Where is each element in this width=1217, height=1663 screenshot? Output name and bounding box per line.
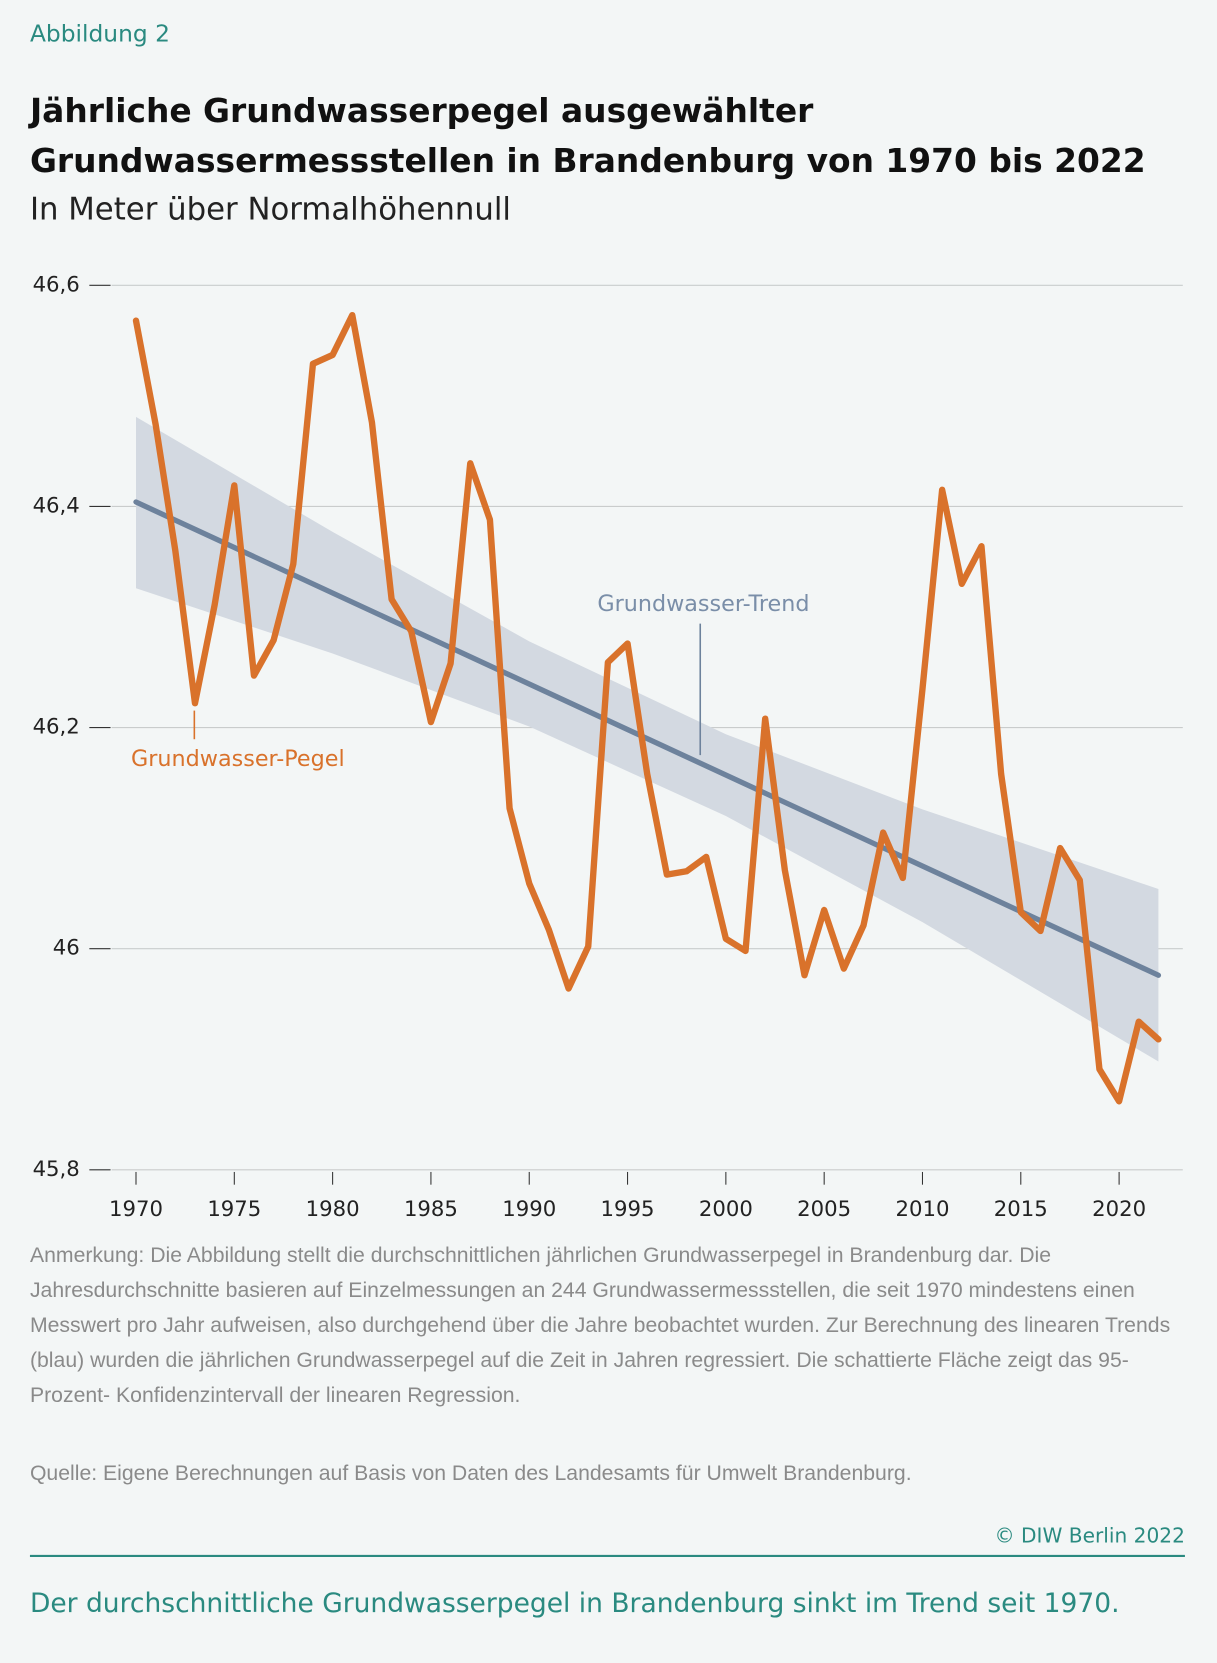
y-tick-label: 46,6 bbox=[33, 272, 80, 297]
data-line bbox=[132, 311, 1162, 1105]
y-tick-label: 45,8 bbox=[33, 1157, 80, 1182]
x-tick-label: 2020 bbox=[1092, 1197, 1146, 1222]
x-tick-label: 1995 bbox=[601, 1197, 655, 1222]
x-tick-label: 1970 bbox=[109, 1197, 163, 1222]
y-tick-label: 46,2 bbox=[33, 715, 80, 740]
x-tick-label: 1980 bbox=[306, 1197, 360, 1222]
chart-subtitle: In Meter über Normalhöhennull bbox=[30, 192, 511, 228]
series-label: Grundwasser-Trend bbox=[597, 591, 809, 617]
x-tick-label: 2005 bbox=[797, 1197, 851, 1222]
x-tick-label: 1975 bbox=[207, 1197, 261, 1222]
figure-label: Abbildung 2 bbox=[30, 19, 170, 47]
chart-title: Jährliche Grundwasserpegel ausgewählter bbox=[28, 91, 814, 130]
x-tick-label: 2010 bbox=[895, 1197, 949, 1222]
x-tick-label: 1985 bbox=[404, 1197, 458, 1222]
note: Anmerkung: Die Abbildung stellt die durc… bbox=[29, 1244, 1171, 1408]
x-tick-label: 2015 bbox=[994, 1197, 1048, 1222]
chart-title: Grundwassermessstellen in Brandenburg vo… bbox=[30, 141, 1146, 180]
copyright: © DIW Berlin 2022 bbox=[995, 1523, 1185, 1547]
x-tick-label: 1990 bbox=[502, 1197, 556, 1222]
source: Quelle: Eigene Berechnungen auf Basis vo… bbox=[30, 1462, 912, 1485]
series-label: Grundwasser-Pegel bbox=[131, 746, 345, 772]
plot: 45,8 46 46,2 46,4 46,6 1970 1975 1980 1985 1990 19… bbox=[33, 272, 1183, 1222]
y-tick-label: 46 bbox=[53, 936, 80, 961]
y-tick-label: 46,4 bbox=[33, 493, 80, 518]
caption: Der durchschnittliche Grundwasserpegel i… bbox=[30, 1588, 1120, 1619]
x-tick-label: 2000 bbox=[699, 1197, 753, 1222]
data-line bbox=[133, 499, 1162, 978]
note-box: Anmerkung: Die Abbildung stellt die durc… bbox=[29, 1244, 1171, 1408]
